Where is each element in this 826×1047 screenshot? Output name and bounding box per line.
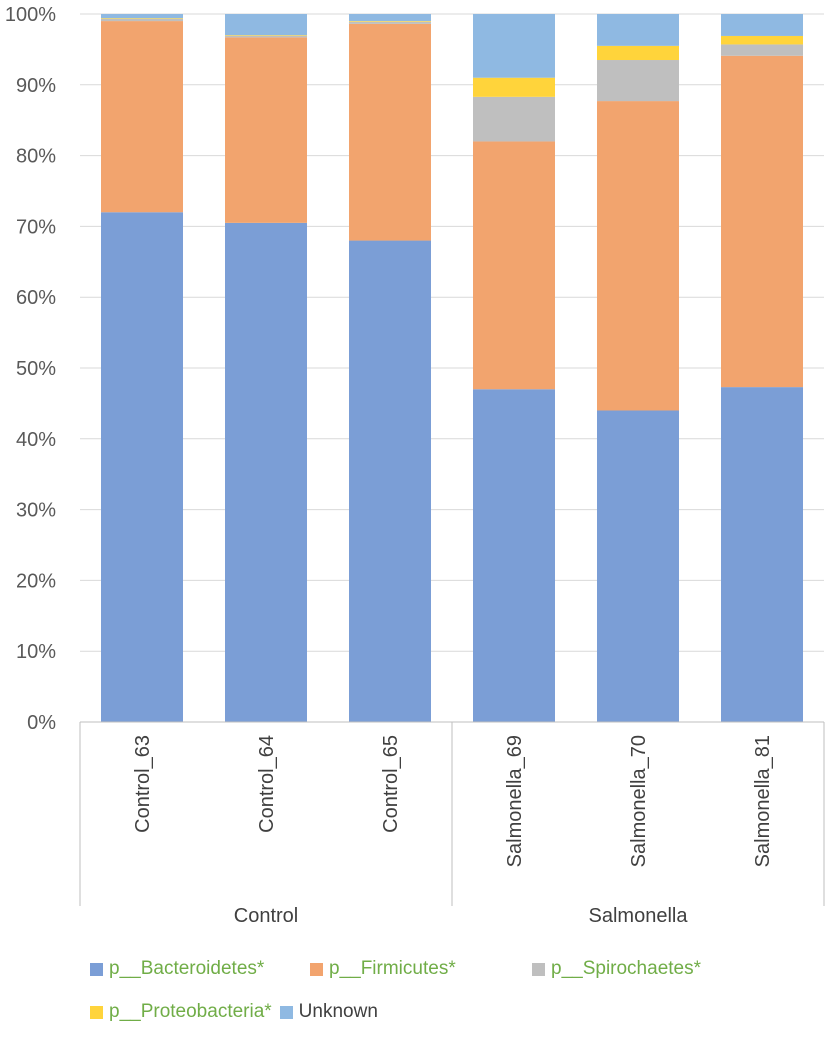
bar-segment <box>349 21 431 24</box>
x-tick-label: Salmonella_81 <box>752 735 774 867</box>
bar-segment <box>721 55 803 388</box>
group-label: Salmonella <box>589 905 689 927</box>
group-label: Control <box>234 905 298 927</box>
bar-segment <box>473 389 555 722</box>
bar-segment <box>225 35 307 38</box>
legend-item-unknown: Unknown <box>279 1001 378 1023</box>
x-tick-label: Control_63 <box>132 735 154 833</box>
gridlines <box>80 13 824 723</box>
group-labels: Control Salmonella <box>234 905 689 927</box>
stacked-bar-chart: 0% 10% 20% 30% 40% 50% 60% 70% 80% 90% 100% Contro… <box>5 4 825 927</box>
bar-segment <box>349 240 431 722</box>
bar-segment <box>721 14 803 36</box>
legend-label-unknown: Unknown <box>298 1001 378 1022</box>
bar-segment <box>597 14 679 46</box>
bar-segment <box>473 14 555 78</box>
bar-segment <box>101 212 183 723</box>
legend-swatch-unknown <box>279 1005 293 1019</box>
legend-item-proteobacteria: p__Proteobacteria* <box>90 1001 272 1023</box>
bar-segment <box>597 101 679 411</box>
y-tick-label: 0% <box>27 712 56 734</box>
bar-segment <box>597 45 679 61</box>
bar-segment <box>101 18 183 19</box>
bars <box>101 14 803 723</box>
legend-swatch-proteobacteria <box>90 1005 103 1019</box>
x-tick-label: Salmonella_69 <box>504 735 526 867</box>
bar-segment <box>101 14 183 19</box>
bar-segment <box>225 14 307 36</box>
bar-segment <box>597 410 679 722</box>
bar-segment <box>349 14 431 22</box>
bar-segment <box>473 77 555 97</box>
bar-segment <box>349 23 431 241</box>
bar-segment <box>101 18 183 22</box>
bar-segment <box>721 35 803 45</box>
bar-segment <box>101 21 183 213</box>
y-tick-label: 60% <box>16 287 56 309</box>
legend: p__Bacteroidetes* p__Firmicutes* p__Spir… <box>90 955 810 1041</box>
bar-segment <box>225 35 307 36</box>
y-tick-label: 10% <box>16 641 56 663</box>
bar-segment <box>225 37 307 223</box>
legend-row-1: p__Bacteroidetes* p__Firmicutes* p__Spir… <box>90 955 810 983</box>
bar-segment <box>721 44 803 56</box>
y-tick-label: 100% <box>5 4 56 26</box>
bar-segment <box>473 96 555 142</box>
legend-item-spirochaetes: p__Spirochaetes* <box>532 958 701 980</box>
bar-segment <box>473 141 555 390</box>
y-tick-label: 30% <box>16 500 56 522</box>
axes <box>79 721 825 906</box>
x-tick-label: Control_65 <box>380 735 402 833</box>
legend-item-bacteroidetes: p__Bacteroidetes* <box>90 958 310 980</box>
legend-swatch-spirochaetes <box>532 962 545 976</box>
legend-label-spirochaetes: p__Spirochaetes* <box>551 958 701 979</box>
bar-segment <box>349 21 431 22</box>
legend-row-2: p__Proteobacteria* Unknown <box>90 998 810 1026</box>
legend-swatch-bacteroidetes <box>90 962 103 976</box>
y-tick-label: 90% <box>16 75 56 97</box>
y-tick-labels: 0% 10% 20% 30% 40% 50% 60% 70% 80% 90% 100% <box>5 4 56 734</box>
legend-item-firmicutes: p__Firmicutes* <box>310 958 532 980</box>
bar-segment <box>721 387 803 722</box>
bar-segment <box>597 60 679 102</box>
y-tick-label: 20% <box>16 570 56 592</box>
legend-label-bacteroidetes: p__Bacteroidetes* <box>109 958 265 979</box>
x-tick-label: Control_64 <box>256 735 278 833</box>
y-tick-label: 40% <box>16 429 56 451</box>
legend-swatch-firmicutes <box>310 962 323 976</box>
x-tick-labels: Control_63 Control_64 Control_65 Salmonella… <box>132 735 774 867</box>
y-tick-label: 80% <box>16 146 56 168</box>
bar-segment <box>225 222 307 723</box>
legend-label-firmicutes: p__Firmicutes* <box>329 958 456 979</box>
y-tick-label: 70% <box>16 216 56 238</box>
x-tick-label: Salmonella_70 <box>628 735 650 867</box>
legend-label-proteobacteria: p__Proteobacteria* <box>109 1001 272 1022</box>
y-tick-label: 50% <box>16 358 56 380</box>
